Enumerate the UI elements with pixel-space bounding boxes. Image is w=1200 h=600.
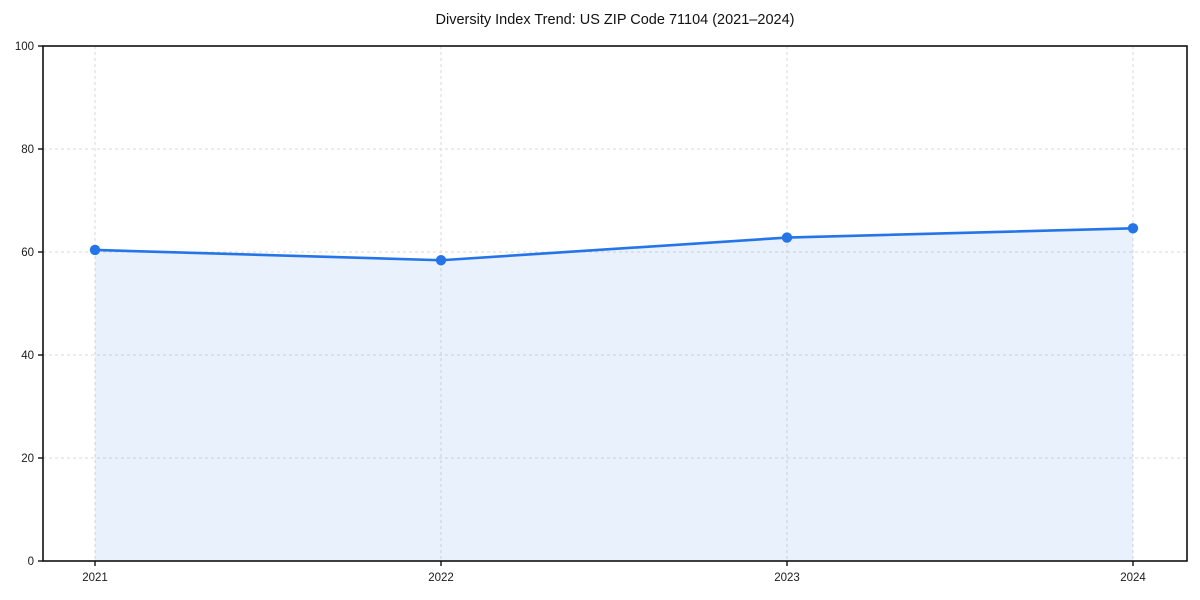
y-tick-label: 20 [21, 453, 34, 465]
y-tick-label: 60 [21, 247, 34, 259]
data-point-2022 [435, 255, 447, 266]
x-tick-label: 2024 [1120, 572, 1146, 584]
data-point-2021 [89, 244, 101, 256]
trend-line [93, 227, 1135, 262]
x-tick-label: 2021 [82, 572, 108, 584]
data-point-2024 [1127, 223, 1139, 234]
y-tick-label: 100 [15, 41, 34, 53]
plot-border [42, 45, 1188, 562]
x-tick-label: 2023 [774, 572, 800, 584]
y-tick-label: 40 [21, 350, 34, 362]
y-tick-label: 0 [28, 556, 34, 568]
x-tick-label: 2022 [428, 572, 454, 584]
y-tick-label: 80 [21, 144, 34, 156]
chart-title: Diversity Index Trend: US ZIP Code 71104… [435, 12, 795, 28]
data-point-2023 [781, 232, 793, 243]
area-fill [95, 228, 1133, 561]
